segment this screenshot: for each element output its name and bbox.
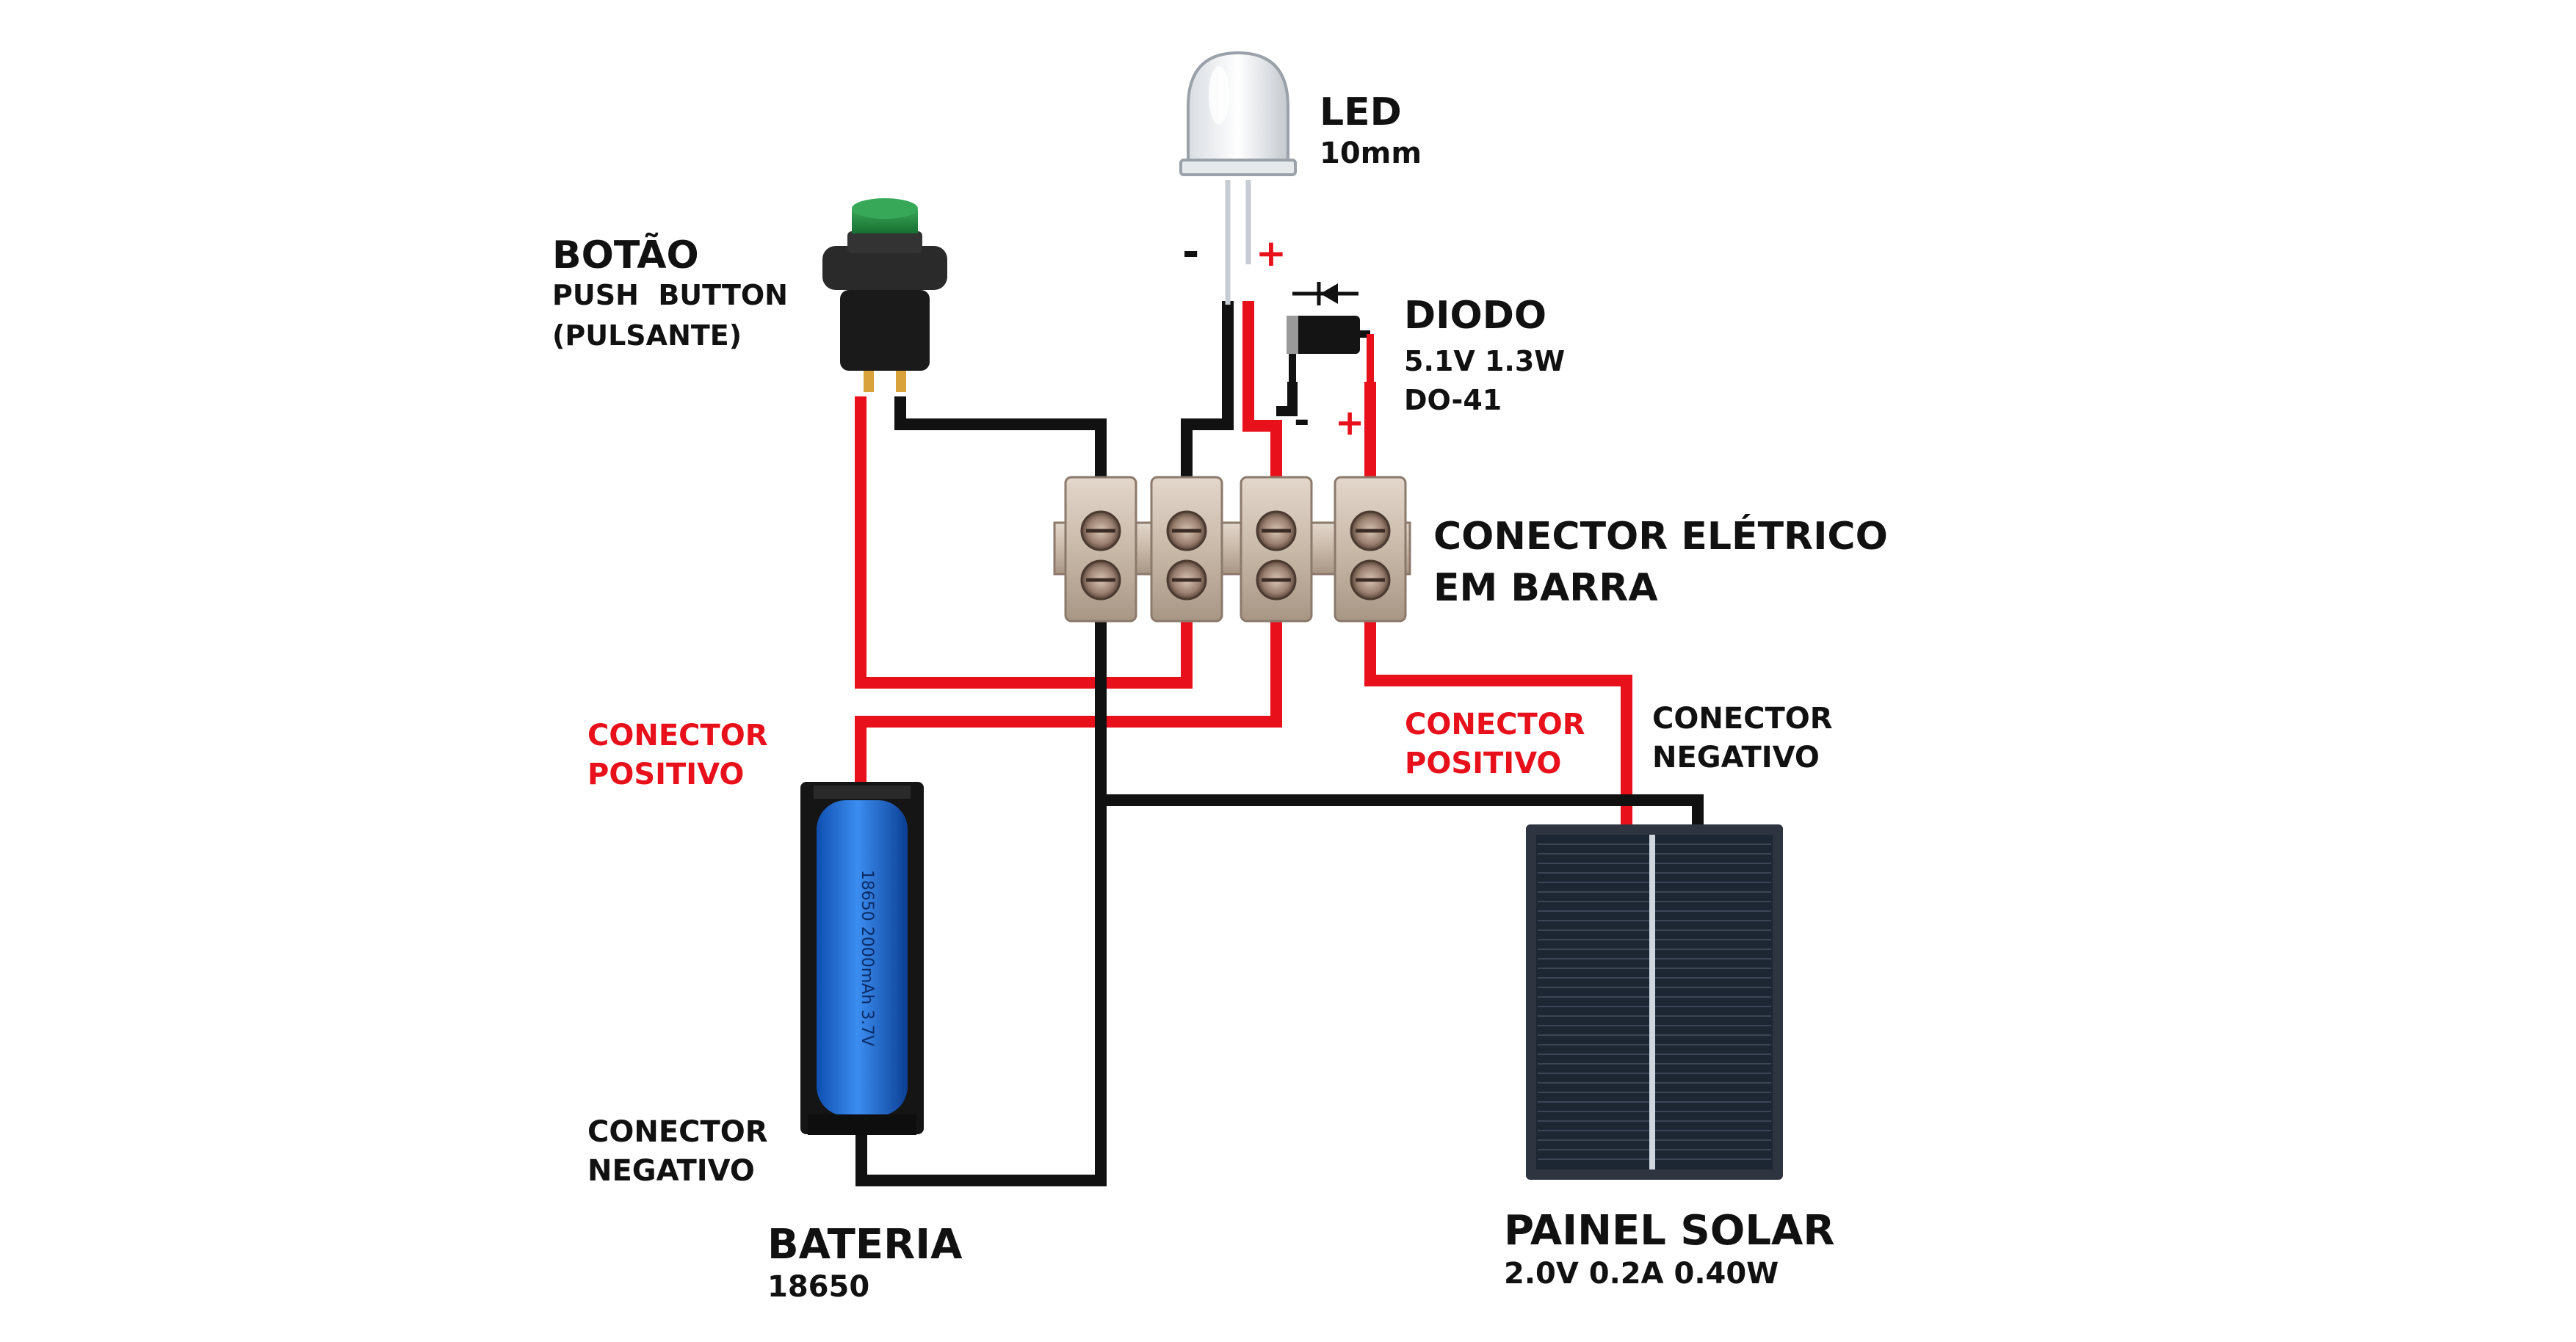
terminal-2 [1150,476,1223,623]
terminal-1 [1064,476,1137,623]
wire-led-positive [1242,301,1282,499]
solar-positive-line2: POSITIVO [1405,747,1561,780]
diode-icon [1287,282,1374,389]
led-title: LED [1320,90,1402,134]
terminal-3 [1240,476,1313,623]
push-button-icon [822,198,947,392]
battery-positive-line2: POSITIVO [587,758,744,791]
solar-negative-line2: NEGATIVO [1652,741,1820,775]
battery-title: BATERIA [767,1221,963,1269]
diode-negative-sign: - [1294,399,1310,443]
solar-subtitle: 2.0V 0.2A 0.40W [1504,1257,1779,1291]
connector-bar-line2: EM BARRA [1433,566,1658,610]
battery-18650-icon: 18650 2000mAh 3.7V [800,782,924,1135]
solar-title: PAINEL SOLAR [1504,1207,1834,1255]
led-negative-sign: - [1182,228,1199,276]
solar-positive-line1: CONECTOR [1405,708,1585,741]
diode-title: DIODO [1404,294,1546,338]
wire-button-positive [855,396,1193,689]
solar-panel-icon [1526,824,1783,1180]
button-line1: PUSH BUTTON [552,279,788,311]
wire-battery-positive [855,620,1282,789]
diode-line1: 5.1V 1.3W [1404,345,1565,377]
wire-diode-negative [1276,382,1298,416]
labels: LED 10mm - + BOTÃO PUSH BUTTON (PULSANTE… [552,90,1888,1304]
battery-subtitle: 18650 [767,1270,869,1304]
wire-solar-negative [1101,794,1704,831]
button-title: BOTÃO [552,233,699,278]
led-icon [1179,51,1297,305]
battery-cell-text: 18650 2000mAh 3.7V [858,870,876,1046]
connector-bar-line1: CONECTOR ELÉTRICO [1433,514,1888,559]
diode-symbol [1292,282,1358,305]
battery-positive-line1: CONECTOR [587,719,768,752]
terminal-4 [1334,476,1407,623]
wire-led-negative [1181,301,1234,499]
led-positive-sign: + [1256,232,1287,275]
led-subtitle: 10mm [1320,137,1422,170]
solar-negative-line1: CONECTOR [1652,702,1833,736]
terminal-block-icon [1053,476,1411,623]
wires [855,301,1704,1186]
battery-negative-line2: NEGATIVO [587,1154,755,1188]
diode-line2: DO-41 [1404,384,1502,416]
diode-positive-sign: + [1335,402,1364,443]
button-line2: (PULSANTE) [552,319,742,352]
battery-negative-line1: CONECTOR [587,1115,768,1149]
wire-solar-positive [1364,620,1632,831]
